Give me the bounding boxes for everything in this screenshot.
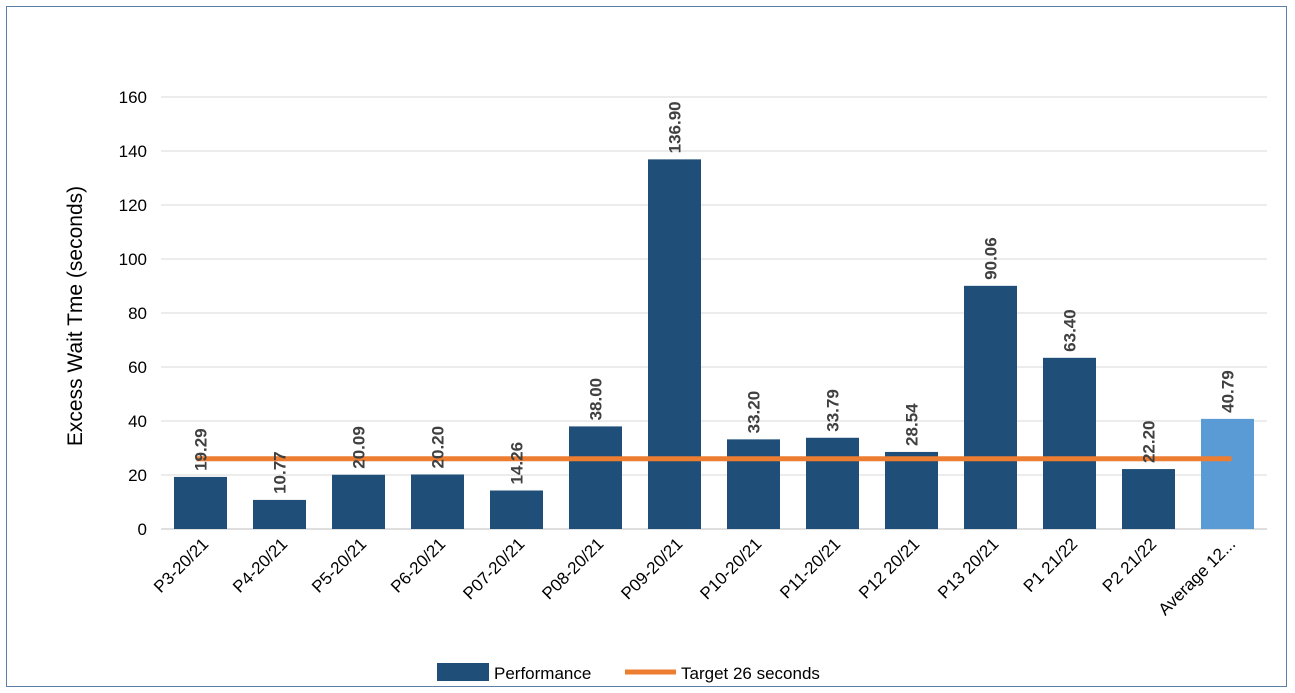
data-label: 28.54 [903, 403, 922, 446]
legend-performance-swatch [437, 663, 489, 681]
x-tick-label: P08-20/21 [538, 534, 607, 603]
x-tick-label: P1 21/22 [1020, 534, 1082, 596]
legend-target-label: Target 26 seconds [681, 664, 820, 683]
data-label: 20.09 [350, 426, 369, 469]
x-tick-label: P2 21/22 [1099, 534, 1161, 596]
y-tick-label: 100 [119, 250, 147, 269]
x-tick-label: P12 20/21 [855, 534, 923, 602]
x-tick-label: P6-20/21 [387, 534, 449, 596]
legend: Performance Target 26 seconds [437, 663, 820, 683]
gridlines [161, 97, 1267, 529]
y-tick-label: 60 [128, 358, 147, 377]
bar [727, 439, 780, 529]
x-tick-label: P13 20/21 [934, 534, 1002, 602]
x-tick-label: P5-20/21 [308, 534, 370, 596]
data-label: 20.20 [429, 426, 448, 469]
y-tick-label: 0 [138, 520, 147, 539]
bar [1043, 358, 1096, 529]
x-tick-label: P3-20/21 [150, 534, 212, 596]
bar [1201, 419, 1254, 529]
y-tick-label: 160 [119, 88, 147, 107]
bars [174, 159, 1254, 529]
y-tick-label: 80 [128, 304, 147, 323]
bar [964, 286, 1017, 529]
bar [174, 477, 227, 529]
y-axis-ticks: 0 20 40 60 80 100 120 140 160 [119, 88, 147, 539]
y-tick-label: 20 [128, 466, 147, 485]
bar [253, 500, 306, 529]
data-label: 38.00 [587, 378, 606, 421]
y-tick-label: 140 [119, 142, 147, 161]
x-tick-label: Average 12... [1155, 534, 1240, 619]
y-axis-label: Excess Wait Tme (seconds) [64, 186, 87, 446]
x-tick-label: P11-20/21 [776, 534, 844, 602]
y-tick-label: 40 [128, 412, 147, 431]
bar [885, 452, 938, 529]
legend-performance-label: Performance [494, 664, 591, 683]
x-tick-label: P4-20/21 [229, 534, 291, 596]
bar [806, 438, 859, 529]
data-label: 136.90 [666, 101, 685, 153]
bar [411, 474, 464, 529]
bar [332, 475, 385, 529]
bar [1122, 469, 1175, 529]
data-label: 33.79 [824, 389, 843, 432]
data-label: 33.20 [745, 391, 764, 434]
data-label: 90.06 [982, 237, 1001, 280]
x-tick-label: P09-20/21 [617, 534, 686, 603]
x-axis-ticks: P3-20/21 P4-20/21 P5-20/21 P6-20/21 P07-20/2… [150, 534, 1239, 619]
data-label: 19.29 [192, 428, 211, 471]
bar [648, 159, 701, 529]
data-label: 14.26 [508, 442, 527, 485]
data-label: 10.77 [271, 451, 290, 494]
x-tick-label: P07-20/21 [459, 534, 528, 603]
data-label: 40.79 [1219, 370, 1238, 413]
data-label: 63.40 [1061, 309, 1080, 352]
bar [569, 426, 622, 529]
data-label: 22.20 [1140, 421, 1159, 464]
y-tick-label: 120 [119, 196, 147, 215]
bar [490, 490, 543, 529]
x-tick-label: P10-20/21 [696, 534, 765, 603]
